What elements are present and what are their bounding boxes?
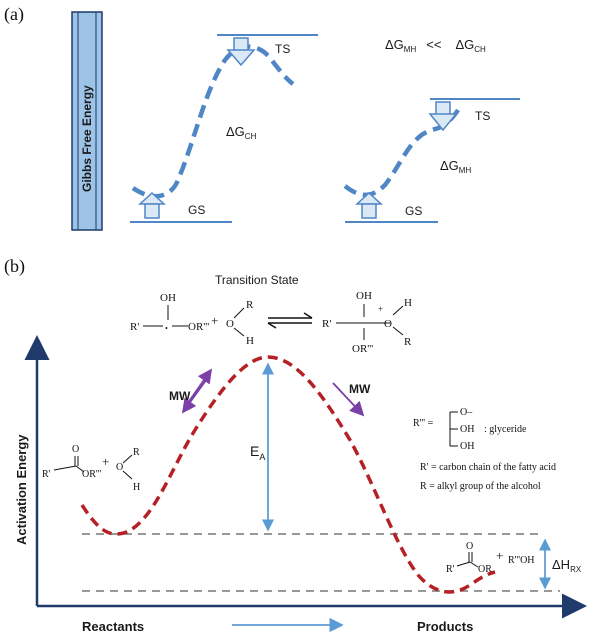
structure-legend: R''' = O– OH OH : glyceride R' = carbon … [413, 407, 556, 492]
svg-text:R: R [133, 447, 140, 458]
right-energy-diagram: TS GS ΔGMH [343, 98, 520, 223]
svg-text:R = alkyl group of the alcoho: R = alkyl group of the alcohol [420, 481, 541, 492]
gs-up-arrow-icon-right [355, 191, 383, 219]
svg-text:R': R' [42, 469, 51, 480]
svg-text:R' = carbon chain of the fatty: R' = carbon chain of the fatty acid [420, 462, 556, 473]
mw-arrows-left [181, 368, 213, 414]
activation-energy-axis-label: Activation Energy [14, 434, 29, 545]
ts-label-left: TS [275, 42, 290, 56]
svg-text:O: O [466, 541, 473, 552]
reactants-label: Reactants [82, 619, 144, 634]
svg-text:R''' =: R''' = [413, 418, 434, 429]
svg-text:R'''OH: R'''OH [508, 555, 535, 566]
svg-text:R: R [404, 336, 412, 348]
svg-text:H: H [246, 335, 254, 347]
gs-up-arrow-icon [138, 191, 166, 219]
enthalpy-label: ΔHRX [552, 557, 582, 574]
mw-label-right: MW [349, 382, 371, 396]
svg-text:•: • [165, 324, 168, 333]
svg-text:OH: OH [356, 290, 372, 302]
mw-label-left: MW [169, 389, 191, 403]
delta-g-mh-label: ΔGMH [440, 158, 471, 175]
svg-text:O: O [384, 318, 392, 330]
svg-text:O: O [72, 444, 79, 455]
svg-text:R: R [246, 299, 254, 311]
ts-label-right: TS [475, 109, 490, 123]
delta-g-ch-label: ΔGCH [226, 124, 257, 141]
gibbs-energy-bar: Gibbs Free Energy [71, 11, 103, 231]
svg-text:O–: O– [460, 407, 473, 418]
energy-curve-ch [131, 44, 295, 199]
svg-text:OH: OH [160, 292, 176, 304]
reactant-structures: O R' OR''' + O R H [42, 444, 140, 493]
activation-energy-label: EA [250, 443, 265, 462]
svg-text:R': R' [446, 564, 455, 575]
svg-text:+: + [496, 548, 503, 563]
svg-text:R': R' [130, 321, 139, 333]
delta-g-comparison: ΔGMH << ΔGCH [385, 37, 486, 54]
ts-down-arrow-icon-right [428, 101, 458, 132]
svg-text:OH: OH [460, 441, 474, 452]
svg-text:OR''': OR''' [352, 343, 373, 355]
svg-text:H: H [404, 297, 412, 309]
svg-text:H: H [133, 482, 140, 493]
svg-text:O: O [226, 318, 234, 330]
svg-text:OR''': OR''' [188, 321, 209, 333]
svg-text:OH: OH [460, 424, 474, 435]
svg-text:+: + [211, 313, 218, 328]
svg-text:O: O [116, 462, 123, 473]
panel-a-label: (a) [4, 4, 24, 25]
gs-label-right: GS [405, 204, 422, 218]
transition-state-title: Transition State [215, 273, 299, 287]
products-label: Products [417, 619, 473, 634]
svg-text:OR''': OR''' [82, 469, 101, 480]
svg-text:R': R' [322, 318, 331, 330]
reaction-equation: OH R' • OR''' + O R H OH R' OR''' + O H … [130, 290, 412, 355]
svg-text:+: + [102, 454, 109, 469]
gibbs-axis-label: Gibbs Free Energy [80, 85, 94, 192]
ts-down-arrow-icon [226, 37, 256, 67]
svg-text:+: + [378, 304, 383, 314]
svg-text:: glyceride: : glyceride [484, 424, 527, 435]
product-structures: O R' OR + R'''OH [446, 541, 535, 575]
left-energy-diagram: TS GS ΔGCH [130, 34, 318, 223]
gs-label-left: GS [188, 203, 205, 217]
equilibrium-arrow-icon [267, 312, 313, 329]
panel-b-label: (b) [4, 256, 25, 277]
svg-text:OR: OR [478, 564, 492, 575]
reaction-energy-curve [80, 355, 496, 594]
mw-arrow-right [332, 382, 365, 417]
